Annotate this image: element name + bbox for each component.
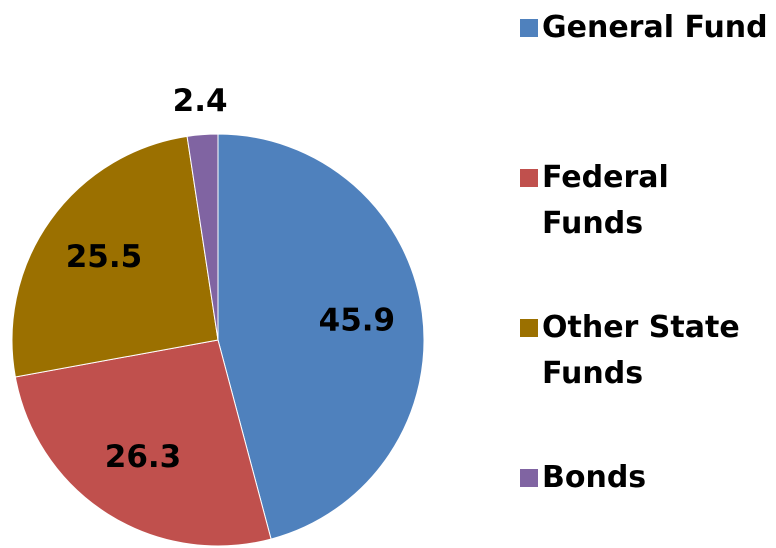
pie: 45.9 26.3 25.5 2.4 <box>11 83 425 547</box>
data-label: 45.9 <box>319 302 396 338</box>
pie-slice <box>186 133 219 341</box>
data-label: 25.5 <box>66 239 143 275</box>
pie-slice <box>14 339 272 547</box>
legend-swatch <box>520 319 538 337</box>
data-label: 2.4 <box>173 83 228 119</box>
legend-item: Other State Funds <box>520 305 770 397</box>
pie-slice <box>217 133 425 540</box>
legend-item: Federal Funds <box>520 155 770 247</box>
legend-label: Bonds <box>542 460 647 495</box>
pie-slice <box>11 135 219 378</box>
legend-item: General Fund <box>520 5 770 51</box>
legend-swatch <box>520 169 538 187</box>
legend-swatch <box>520 19 538 37</box>
legend-label: Other State Funds <box>542 310 740 391</box>
legend-label: General Fund <box>542 10 768 45</box>
data-label: 26.3 <box>105 439 182 475</box>
legend-swatch <box>520 469 538 487</box>
legend-item: Bonds <box>520 455 770 501</box>
legend-label: Federal Funds <box>542 160 669 241</box>
